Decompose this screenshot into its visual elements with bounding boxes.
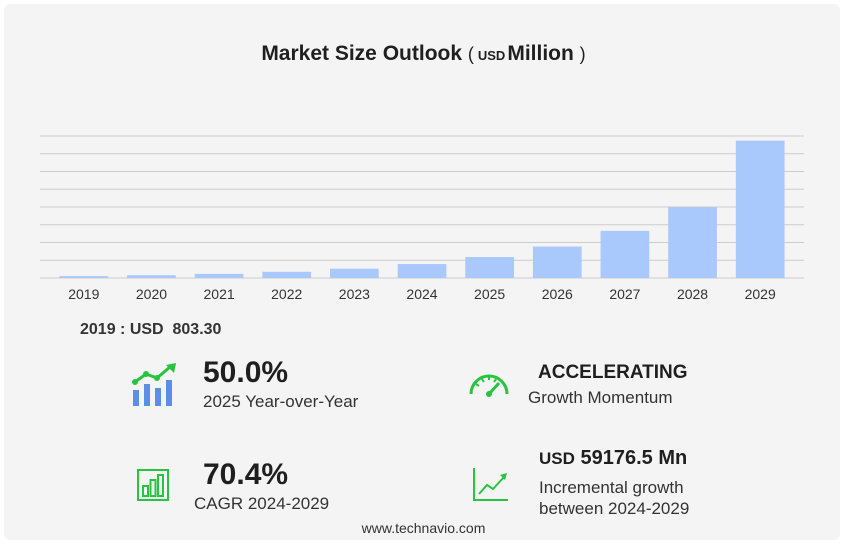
momentum-stat: ACCELERATING Growth Momentum: [528, 362, 688, 408]
momentum-label: Growth Momentum: [528, 388, 673, 407]
yoy-value: 50.0%: [203, 356, 289, 389]
x-tick-label: 2023: [339, 286, 370, 302]
x-tick-label: 2020: [136, 286, 167, 302]
yoy-stat: 50.0% 2025 Year-over-Year: [203, 356, 358, 412]
bar-chart-icon: [137, 469, 169, 501]
x-tick-label: 2022: [271, 286, 302, 302]
chart-title: Market Size Outlook (USDMillion ): [0, 42, 847, 66]
incremental-label-1: Incremental growth: [539, 478, 684, 497]
growth-chart-icon: [132, 363, 176, 406]
base-year-amount: 803.30: [172, 321, 222, 338]
bar-chart: 2019 2020 2021 2022 2023 2024 2025 2026 2027 2028…: [40, 135, 804, 302]
title-unit-currency: USD: [477, 48, 506, 63]
x-tick-label: 2019: [68, 286, 99, 302]
momentum-value: ACCELERATING: [538, 362, 688, 383]
cagr-value: 70.4%: [203, 458, 289, 491]
cagr-stat: 70.4% CAGR 2024-2029: [194, 458, 329, 514]
cagr-label: CAGR 2024-2029: [194, 494, 330, 513]
title-unit-word: Million: [507, 42, 574, 65]
bar-2020: [127, 275, 176, 278]
x-tick-label: 2021: [204, 286, 235, 302]
incremental-currency: USD: [539, 449, 575, 468]
bar-2028: [668, 207, 717, 278]
title-main: Market Size Outlook: [261, 42, 463, 65]
yoy-label: 2025 Year-over-Year: [203, 392, 359, 411]
trend-line-icon: [473, 468, 508, 501]
bar-2022: [262, 271, 312, 278]
bar-2026: [532, 246, 582, 278]
x-tick-label: 2028: [677, 286, 708, 302]
x-tick-label: 2029: [745, 286, 776, 302]
incremental-stat: USD 59176.5 Mn Incremental growth betwee…: [539, 447, 689, 519]
bar-2023: [330, 268, 379, 278]
bar-2024: [397, 264, 447, 278]
speedometer-icon: [469, 374, 509, 397]
bar-2021: [194, 273, 244, 278]
title-unit-open: (: [467, 44, 474, 64]
bar-2029: [735, 140, 785, 278]
bar-2025: [465, 257, 514, 278]
incremental-value-line: USD 59176.5 Mn: [539, 447, 689, 470]
x-tick-label: 2027: [609, 286, 640, 302]
bar-2027: [600, 230, 650, 278]
incremental-label-2: between 2024-2029: [539, 499, 690, 518]
incremental-value: 59176.5 Mn: [580, 447, 688, 469]
source-footer: www.technavio.com: [361, 520, 486, 536]
base-year-value: 2019 : USD 803.30: [80, 321, 221, 339]
base-year: 2019: [80, 321, 116, 338]
base-year-currency: USD: [129, 321, 164, 338]
x-tick-label: 2024: [406, 286, 437, 302]
x-tick-label: 2026: [542, 286, 573, 302]
bar-2019: [59, 276, 109, 278]
x-tick-label: 2025: [474, 286, 505, 302]
base-year-sep: :: [120, 321, 126, 338]
title-unit-close: ): [579, 44, 586, 64]
